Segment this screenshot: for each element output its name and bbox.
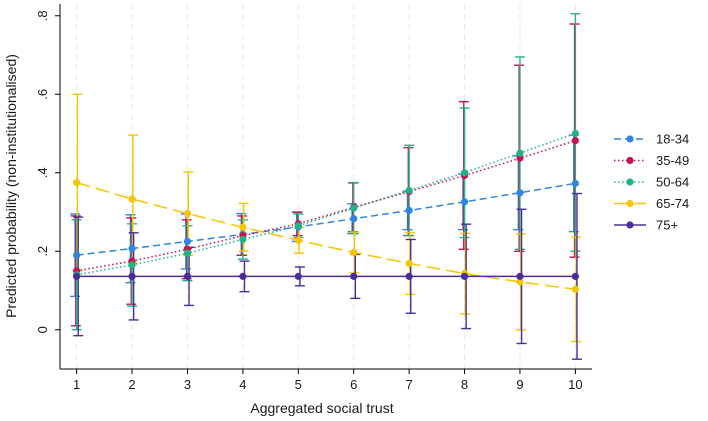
y-axis-title: Predicted probability (non-institutional…	[3, 54, 19, 318]
series-points	[73, 129, 579, 293]
y-tick-label: .8	[35, 10, 50, 21]
data-point-65-74	[350, 248, 358, 257]
data-point-65-74	[183, 209, 192, 218]
tick-labels: 1 2 3 4 5 6 7 8 9 10 0 .2 .4 .6 .8	[35, 10, 583, 392]
legend-marker-75+	[626, 221, 634, 229]
y-tick-label: 0	[35, 326, 50, 333]
data-point-75+	[239, 272, 247, 280]
data-point-35-49	[571, 136, 579, 145]
x-tick-label: 9	[516, 377, 523, 392]
x-tick-label: 2	[128, 377, 135, 392]
data-point-65-74	[571, 285, 579, 293]
legend-marker-35-49	[626, 156, 634, 165]
series-lines	[76, 132, 576, 291]
x-tick-label: 8	[461, 377, 468, 392]
data-point-50-64	[294, 222, 302, 230]
data-point-18-34	[405, 206, 413, 215]
series-line-50-64	[76, 132, 576, 276]
legend-marker-50-64	[626, 178, 634, 186]
legend: 18-34 35-49 50-64 65-74 75+	[614, 132, 689, 233]
data-point-75+	[128, 272, 136, 280]
data-point-65-74	[128, 195, 136, 203]
y-tick-label: .2	[35, 246, 50, 257]
legend-label-35-49: 35-49	[656, 153, 689, 168]
data-point-18-34	[350, 215, 358, 223]
data-point-50-64	[571, 129, 579, 138]
data-point-18-34	[183, 237, 192, 246]
x-tick-label: 6	[350, 377, 357, 392]
confidence-intervals	[70, 13, 582, 360]
data-point-75+	[460, 272, 469, 280]
series-line-65-74	[76, 181, 576, 291]
data-point-75+	[350, 272, 358, 280]
data-point-50-64	[405, 186, 413, 195]
data-point-18-34	[460, 198, 469, 206]
data-point-65-74	[239, 223, 247, 231]
x-tick-label: 1	[73, 377, 80, 392]
axes	[59, 4, 592, 370]
data-point-75+	[73, 272, 81, 280]
data-point-75+	[183, 272, 192, 280]
data-point-75+	[405, 272, 413, 280]
y-tick-label: .6	[35, 89, 50, 100]
data-point-18-34	[516, 189, 524, 197]
data-point-65-74	[294, 236, 302, 244]
data-point-50-64	[350, 204, 358, 212]
grid	[76, 4, 576, 369]
series-line-35-49	[76, 139, 576, 272]
legend-marker-18-34	[626, 135, 634, 143]
data-point-50-64	[128, 261, 136, 269]
legend-label-50-64: 50-64	[656, 175, 689, 190]
x-tick-label: 10	[568, 377, 582, 392]
legend-marker-65-74	[626, 199, 634, 208]
y-tick-label: .4	[35, 167, 50, 178]
data-point-50-64	[460, 169, 469, 177]
data-point-35-49	[516, 154, 524, 162]
data-point-50-64	[183, 249, 192, 257]
x-tick-label: 4	[239, 377, 246, 392]
legend-label-18-34: 18-34	[656, 132, 689, 147]
legend-label-75+: 75+	[656, 218, 678, 233]
data-point-75+	[571, 272, 579, 280]
data-point-75+	[516, 272, 524, 280]
data-point-75+	[294, 272, 302, 280]
series-line-18-34	[76, 182, 576, 256]
data-point-18-34	[128, 244, 136, 253]
data-point-65-74	[405, 259, 413, 268]
x-tick-label: 7	[406, 377, 413, 392]
data-point-18-34	[73, 251, 81, 259]
data-point-50-64	[516, 149, 524, 157]
x-axis-title: Aggregated social trust	[250, 400, 393, 416]
legend-label-65-74: 65-74	[656, 196, 689, 211]
x-tick-label: 5	[295, 377, 302, 392]
data-point-50-64	[239, 235, 247, 244]
data-point-18-34	[571, 179, 579, 187]
data-point-65-74	[516, 278, 524, 286]
data-point-65-74	[73, 178, 81, 187]
x-tick-label: 3	[184, 377, 191, 392]
